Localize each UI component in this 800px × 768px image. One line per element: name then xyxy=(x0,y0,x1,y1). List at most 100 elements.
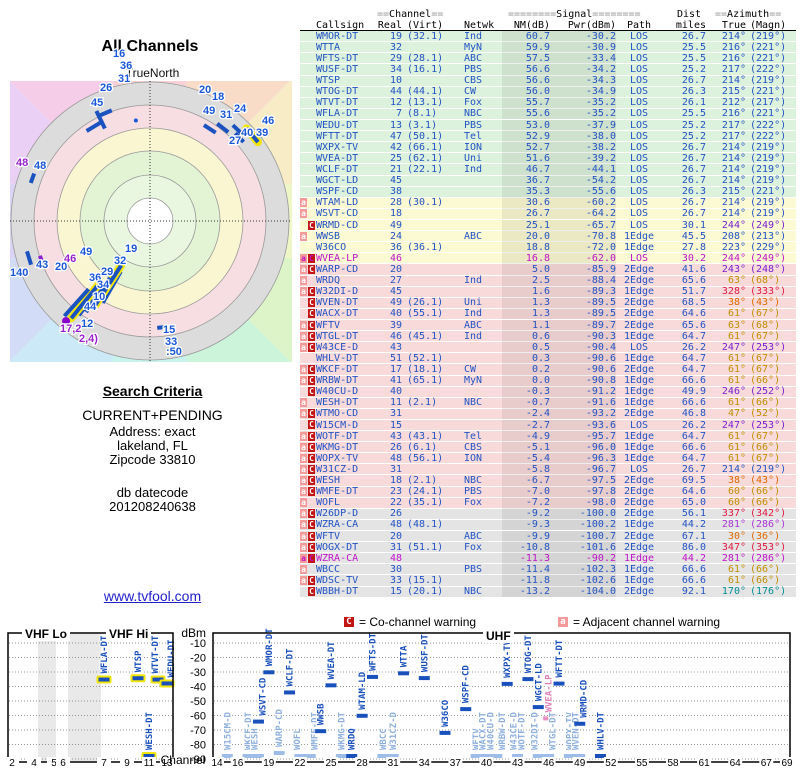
cell-magn: (286°) xyxy=(750,519,787,531)
cochannel-warning-badge: C xyxy=(308,487,315,497)
cell-virt: (48.1) xyxy=(407,519,444,531)
radar-channel-label: 31 xyxy=(220,109,232,121)
station-label: WVEA-LP xyxy=(545,674,555,713)
cell-true: 214° xyxy=(721,141,746,153)
cell-netwk: CW xyxy=(464,86,477,98)
cell-magn: (248°) xyxy=(750,263,787,275)
cell-real: 44 xyxy=(389,86,402,98)
adjacent-warning-badge: a xyxy=(300,287,307,297)
svg-text:25: 25 xyxy=(325,758,337,768)
cell-magn: (222°) xyxy=(750,64,787,75)
cell-callsign: WTTA xyxy=(316,41,341,53)
station-bar xyxy=(377,754,389,758)
cell-pwrdbm: -30.9 xyxy=(550,41,616,53)
cell-real: 21 xyxy=(389,163,402,175)
cell-callsign: WESH-DT xyxy=(316,397,359,409)
station-bar xyxy=(491,754,503,758)
channel-group-header: ==Channel== xyxy=(377,9,444,20)
cell-netwk: CW xyxy=(464,363,477,375)
cell-magn: (253°) xyxy=(750,341,787,353)
svg-text:43: 43 xyxy=(512,758,524,768)
radar-channel-label: 140 xyxy=(10,267,28,279)
station-bar xyxy=(161,681,173,686)
cell-real: 40 xyxy=(389,386,402,398)
cell-netwk: ABC xyxy=(464,530,483,542)
cell-nmdb: -5.4 xyxy=(502,452,550,464)
radar-channel-label: 10 xyxy=(93,291,105,303)
cell-virt: (65.1) xyxy=(407,375,444,387)
cell-true: 38° xyxy=(727,475,746,487)
cell-virt: (56.1) xyxy=(407,452,444,464)
cell-callsign: WFTV xyxy=(316,319,341,331)
adjacent-warning-badge: a xyxy=(300,564,307,574)
cell-real: 38 xyxy=(389,186,402,198)
cell-netwk: PBS xyxy=(464,563,483,575)
cell-miles: 86.0 xyxy=(681,541,706,553)
cell-real: 48 xyxy=(389,519,402,531)
cell-true: 244° xyxy=(721,219,746,231)
cell-nmdb: -4.9 xyxy=(502,430,550,442)
cell-magn: (52°) xyxy=(750,408,781,420)
svg-text:69: 69 xyxy=(781,758,793,768)
cochannel-warning-badge: C xyxy=(308,287,315,297)
table-row: a C WFTV 20 ABC -9.9 -100.7 2Edge 67.1 30° (36°) xyxy=(300,530,796,543)
cell-callsign: WKMG-DT xyxy=(316,441,359,453)
cell-callsign: WTMO-CD xyxy=(316,408,359,420)
dbm-axis-label: dBm xyxy=(181,626,206,640)
svg-text:9: 9 xyxy=(124,758,130,768)
cell-callsign: WXPX-TV xyxy=(316,141,359,153)
table-row: a C WVEA-LP 46 16.8 -62.0 LOS 30.2 244° (249°) xyxy=(300,252,796,265)
cell-magn: (252°) xyxy=(750,386,787,398)
cochannel-warning-badge: C xyxy=(308,542,315,552)
cell-magn: (66°) xyxy=(750,397,781,409)
station-label: WTSP xyxy=(134,650,144,672)
cell-miles: 65.6 xyxy=(681,319,706,331)
station-bar xyxy=(532,705,544,710)
adjacent-warning-badge: a xyxy=(300,264,307,274)
cell-miles: 25.5 xyxy=(681,52,706,64)
cell-pwrdbm: -37.9 xyxy=(550,119,616,131)
cell-netwk: MyN xyxy=(464,41,483,53)
cell-path: 2Edge xyxy=(623,486,655,498)
cell-real: 7 xyxy=(395,108,402,120)
station-label: WGCT-LD xyxy=(534,663,544,702)
svg-text:-40: -40 xyxy=(190,682,206,694)
cell-pwrdbm: -89.3 xyxy=(550,286,616,298)
cell-true: 243° xyxy=(721,263,746,275)
station-bar xyxy=(418,676,430,681)
cell-magn: (219°) xyxy=(750,152,787,164)
cell-real: 48 xyxy=(389,552,402,564)
station-label: W36CO xyxy=(441,699,451,727)
tvfool-link[interactable]: www.tvfool.com xyxy=(103,588,202,604)
cell-magn: (342°) xyxy=(750,508,787,520)
cell-magn: (66°) xyxy=(750,563,781,575)
adjacent-legend-text: = Adjacent channel warning xyxy=(573,615,721,629)
station-bar xyxy=(563,754,575,758)
cell-true: 212° xyxy=(721,97,746,109)
cell-magn: (221°) xyxy=(750,86,787,98)
adjacent-warning-badge: a xyxy=(300,576,307,586)
radar-channel-label: 2,4) xyxy=(79,333,98,345)
cell-miles: 27.8 xyxy=(681,241,706,253)
radar-channel-label: 15 xyxy=(163,324,175,336)
cell-true: 217° xyxy=(721,64,746,75)
cell-nmdb: 25.1 xyxy=(502,219,550,231)
cell-path: LOS xyxy=(629,186,649,198)
svg-text:61: 61 xyxy=(699,758,711,768)
cell-nmdb: 55.7 xyxy=(502,97,550,109)
cochannel-warning-badge: C xyxy=(308,253,315,263)
radar-channel-label: 19 xyxy=(125,243,137,255)
cell-callsign: WMOR-DT xyxy=(316,30,359,42)
cell-magn: (43°) xyxy=(750,475,781,487)
cell-nmdb: 16.8 xyxy=(502,252,550,264)
station-bar xyxy=(512,754,524,758)
page-title: All Channels xyxy=(101,38,199,55)
cell-real: 51 xyxy=(389,352,402,364)
cell-pwrdbm: -62.0 xyxy=(550,252,616,264)
radar-channel-label: 40 xyxy=(241,127,253,139)
svg-text:52: 52 xyxy=(605,758,617,768)
